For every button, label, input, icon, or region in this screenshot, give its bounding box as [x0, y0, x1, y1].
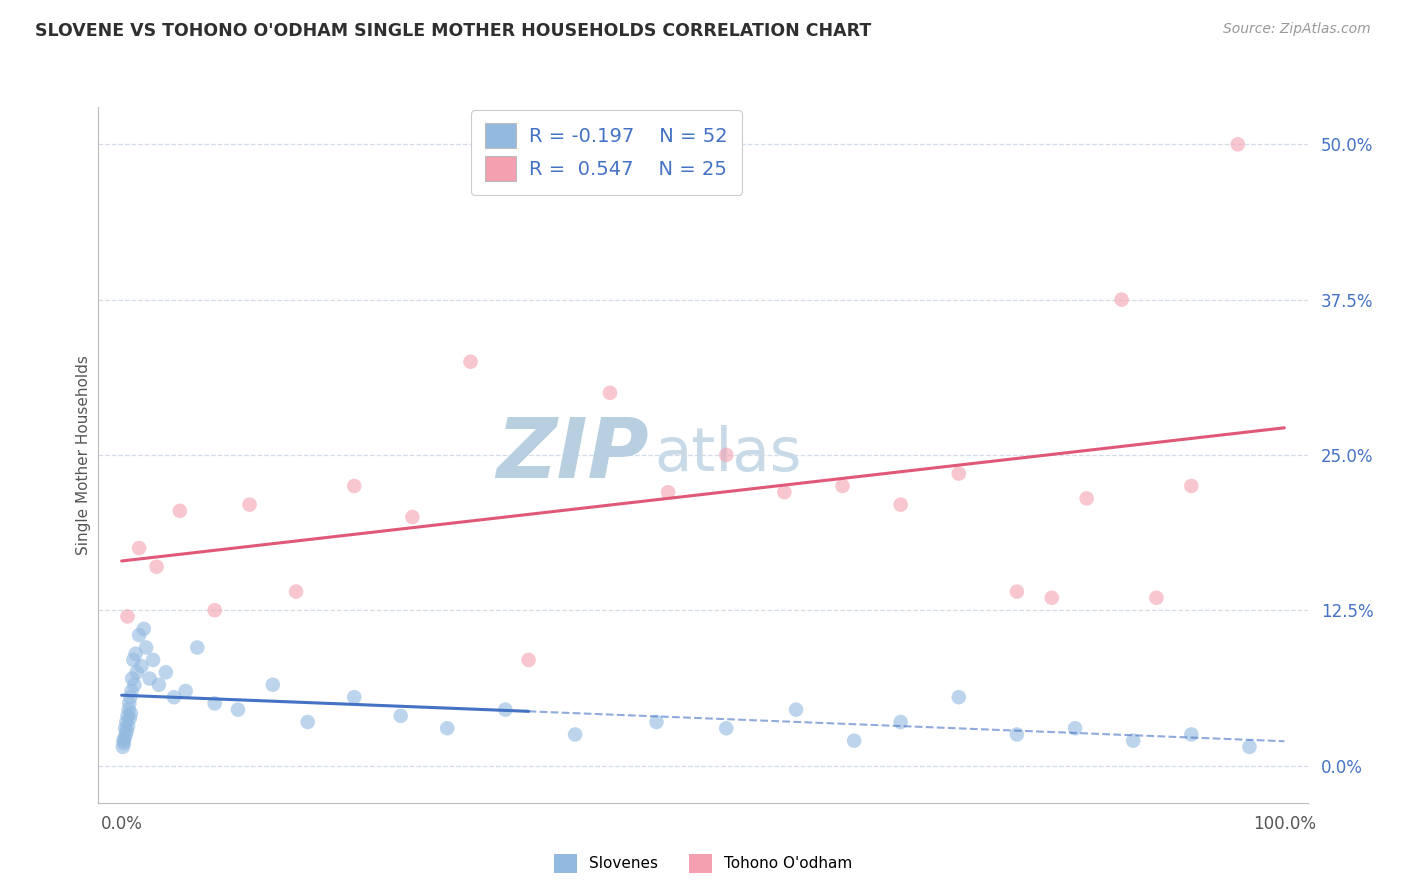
- Legend: Slovenes, Tohono O'odham: Slovenes, Tohono O'odham: [548, 847, 858, 879]
- Point: [142, 653, 165, 667]
- Point: [831, 479, 853, 493]
- Point: [262, 678, 284, 692]
- Point: [645, 714, 668, 729]
- Point: [343, 479, 366, 493]
- Point: [169, 504, 191, 518]
- Point: [226, 703, 249, 717]
- Point: [138, 672, 160, 686]
- Point: [115, 714, 138, 729]
- Point: [1122, 733, 1144, 747]
- Point: [125, 665, 148, 680]
- Y-axis label: Single Mother Households: Single Mother Households: [76, 355, 91, 555]
- Point: [1076, 491, 1098, 506]
- Point: [114, 727, 136, 741]
- Point: [128, 541, 150, 555]
- Point: [599, 385, 621, 400]
- Text: SLOVENE VS TOHONO O'ODHAM SINGLE MOTHER HOUSEHOLDS CORRELATION CHART: SLOVENE VS TOHONO O'ODHAM SINGLE MOTHER …: [35, 22, 872, 40]
- Point: [401, 510, 423, 524]
- Point: [117, 719, 139, 733]
- Text: Source: ZipAtlas.com: Source: ZipAtlas.com: [1223, 22, 1371, 37]
- Point: [517, 653, 540, 667]
- Point: [120, 690, 142, 705]
- Point: [1040, 591, 1063, 605]
- Point: [115, 723, 138, 738]
- Point: [436, 721, 458, 735]
- Point: [132, 622, 155, 636]
- Point: [155, 665, 177, 680]
- Point: [890, 714, 912, 729]
- Point: [135, 640, 157, 655]
- Point: [716, 448, 738, 462]
- Point: [343, 690, 366, 705]
- Point: [1180, 479, 1202, 493]
- Point: [128, 628, 150, 642]
- Point: [1144, 591, 1167, 605]
- Point: [114, 731, 136, 746]
- Point: [114, 721, 136, 735]
- Point: [118, 697, 141, 711]
- Point: [773, 485, 796, 500]
- Point: [657, 485, 679, 500]
- Point: [117, 609, 139, 624]
- Point: [1005, 584, 1028, 599]
- Point: [948, 690, 970, 705]
- Point: [174, 684, 197, 698]
- Point: [112, 733, 135, 747]
- Point: [124, 647, 146, 661]
- Text: ZIP: ZIP: [496, 415, 648, 495]
- Point: [460, 355, 482, 369]
- Point: [564, 727, 586, 741]
- Point: [785, 703, 807, 717]
- Point: [494, 703, 516, 717]
- Point: [948, 467, 970, 481]
- Point: [148, 678, 170, 692]
- Text: atlas: atlas: [655, 425, 803, 484]
- Point: [285, 584, 308, 599]
- Point: [1005, 727, 1028, 741]
- Point: [1226, 137, 1249, 152]
- Point: [239, 498, 262, 512]
- Point: [297, 714, 319, 729]
- Point: [186, 640, 208, 655]
- Point: [204, 697, 226, 711]
- Point: [120, 706, 142, 721]
- Point: [124, 678, 146, 692]
- Point: [716, 721, 738, 735]
- Point: [118, 703, 141, 717]
- Point: [163, 690, 186, 705]
- Point: [890, 498, 912, 512]
- Point: [131, 659, 153, 673]
- Point: [1064, 721, 1087, 735]
- Point: [121, 684, 143, 698]
- Point: [844, 733, 866, 747]
- Point: [1111, 293, 1133, 307]
- Point: [111, 739, 134, 754]
- Point: [112, 736, 135, 750]
- Point: [118, 711, 141, 725]
- Point: [1180, 727, 1202, 741]
- Point: [204, 603, 226, 617]
- Point: [121, 672, 143, 686]
- Point: [1239, 739, 1261, 754]
- Point: [122, 653, 145, 667]
- Point: [145, 559, 167, 574]
- Point: [389, 708, 412, 723]
- Point: [117, 708, 139, 723]
